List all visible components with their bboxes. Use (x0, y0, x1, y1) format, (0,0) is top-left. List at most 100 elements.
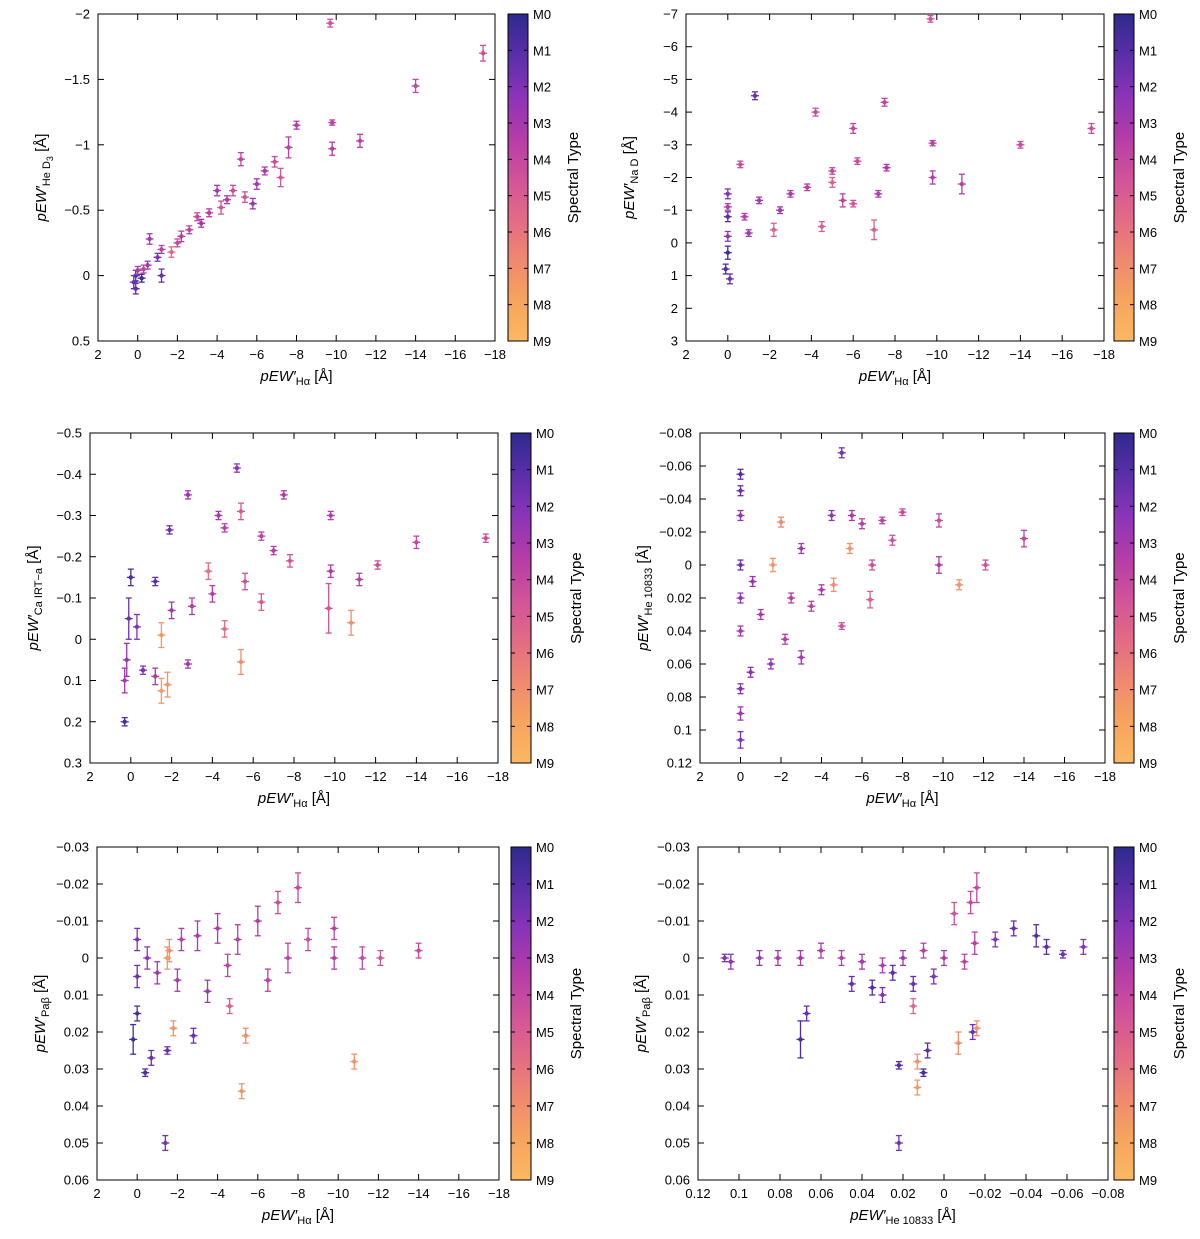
marker (242, 194, 248, 200)
marker (818, 948, 824, 953)
data-point (220, 523, 229, 533)
marker (930, 140, 935, 146)
y-tick-label: 0.06 (665, 1173, 690, 1188)
data-point (188, 597, 196, 616)
y-tick-label: −0.3 (56, 508, 82, 523)
y-tick-label: −0.03 (657, 840, 690, 855)
data-point (736, 509, 745, 522)
colorbar-tick-label: M8 (536, 719, 554, 734)
data-point (350, 1053, 359, 1070)
colorbar-gradient (1113, 432, 1135, 764)
x-tick-label: −12 (968, 347, 990, 362)
marker (413, 83, 418, 89)
x-tick-label: −10 (932, 769, 954, 784)
marker (214, 188, 220, 193)
data-points (721, 14, 1096, 285)
marker (738, 472, 743, 477)
x-tick-label: −10 (325, 347, 347, 362)
data-point (868, 559, 877, 571)
y-tick-label: −0.02 (659, 525, 692, 540)
data-point (828, 176, 837, 188)
marker (738, 686, 743, 691)
colorbar-tick-label: M4 (533, 152, 551, 167)
x-tick-label: −14 (408, 1186, 430, 1201)
colorbar-tick-label: M6 (533, 225, 551, 240)
colorbar-tick-label: M8 (1139, 1136, 1157, 1151)
data-point (934, 556, 943, 574)
marker (925, 1048, 930, 1053)
data-point (133, 1005, 142, 1022)
y-tick-label: 0 (671, 235, 678, 250)
y-axis-label: pEW′He D3 [Å] (33, 134, 55, 223)
data-point (874, 189, 883, 198)
data-point (981, 559, 990, 571)
y-axis-label: pEW′Ca IRT−a [Å] (25, 545, 45, 651)
scatter-panel-5: 2 0 −2 −4 −6 −8 −10 −12 −14 −16 −18 0.06 0.05 0.04 0.0… (32, 840, 585, 1228)
marker (191, 1033, 196, 1038)
marker (126, 616, 131, 621)
marker (849, 513, 855, 518)
marker (880, 518, 885, 523)
colorbar-tick-label: M2 (536, 499, 554, 514)
x-tick-label: 0.06 (808, 1186, 833, 1201)
data-point (304, 927, 313, 952)
x-tick-label: 2 (93, 1186, 100, 1201)
marker (222, 626, 227, 632)
colorbar-tick-label: M4 (1139, 573, 1157, 588)
marker (159, 688, 164, 694)
marker (921, 1070, 926, 1075)
data-point (870, 219, 879, 241)
data-point (228, 184, 237, 197)
data-point (129, 1023, 138, 1055)
data-point (157, 268, 166, 283)
marker (239, 1089, 244, 1094)
marker (805, 185, 810, 190)
data-point (330, 946, 339, 970)
colorbar-tick-label: M7 (1139, 261, 1157, 276)
data-point (957, 173, 966, 195)
data-point (328, 119, 337, 126)
data-point (828, 167, 837, 175)
x-tick-label: −4 (804, 347, 819, 362)
data-point (1032, 924, 1041, 948)
data-point (797, 542, 806, 555)
x-tick-label: 0 (737, 769, 744, 784)
marker (294, 122, 299, 128)
data-point (163, 671, 172, 698)
colorbar-tick-label: M0 (533, 7, 551, 22)
colorbar-tick-label: M1 (533, 43, 551, 58)
x-tick-label: −18 (484, 347, 506, 362)
marker (414, 540, 419, 545)
data-point (845, 542, 854, 555)
data-point (878, 986, 887, 1004)
data-point (285, 554, 294, 568)
marker (262, 168, 267, 174)
data-point (954, 1031, 963, 1055)
marker (206, 568, 211, 574)
data-point (766, 658, 775, 670)
marker (285, 955, 291, 961)
data-point (878, 516, 887, 525)
data-point (284, 136, 293, 159)
y-tick-label: 1 (671, 268, 678, 283)
data-point (294, 872, 302, 904)
marker (738, 488, 743, 493)
marker (122, 678, 127, 683)
marker (840, 198, 845, 203)
x-tick-label: −12 (972, 769, 994, 784)
colorbar-tick-label: M4 (1139, 152, 1157, 167)
data-point (131, 282, 140, 295)
data-point (163, 1046, 172, 1055)
marker (242, 579, 248, 584)
marker (222, 525, 227, 531)
data-point (193, 920, 202, 952)
data-point (241, 1027, 250, 1044)
data-point (882, 163, 891, 172)
data-point (909, 975, 918, 992)
marker (224, 197, 230, 202)
data-point (223, 195, 232, 205)
data-point (151, 576, 160, 587)
marker (153, 579, 158, 584)
colorbar-tick-label: M0 (1139, 840, 1157, 855)
data-point (736, 468, 745, 480)
